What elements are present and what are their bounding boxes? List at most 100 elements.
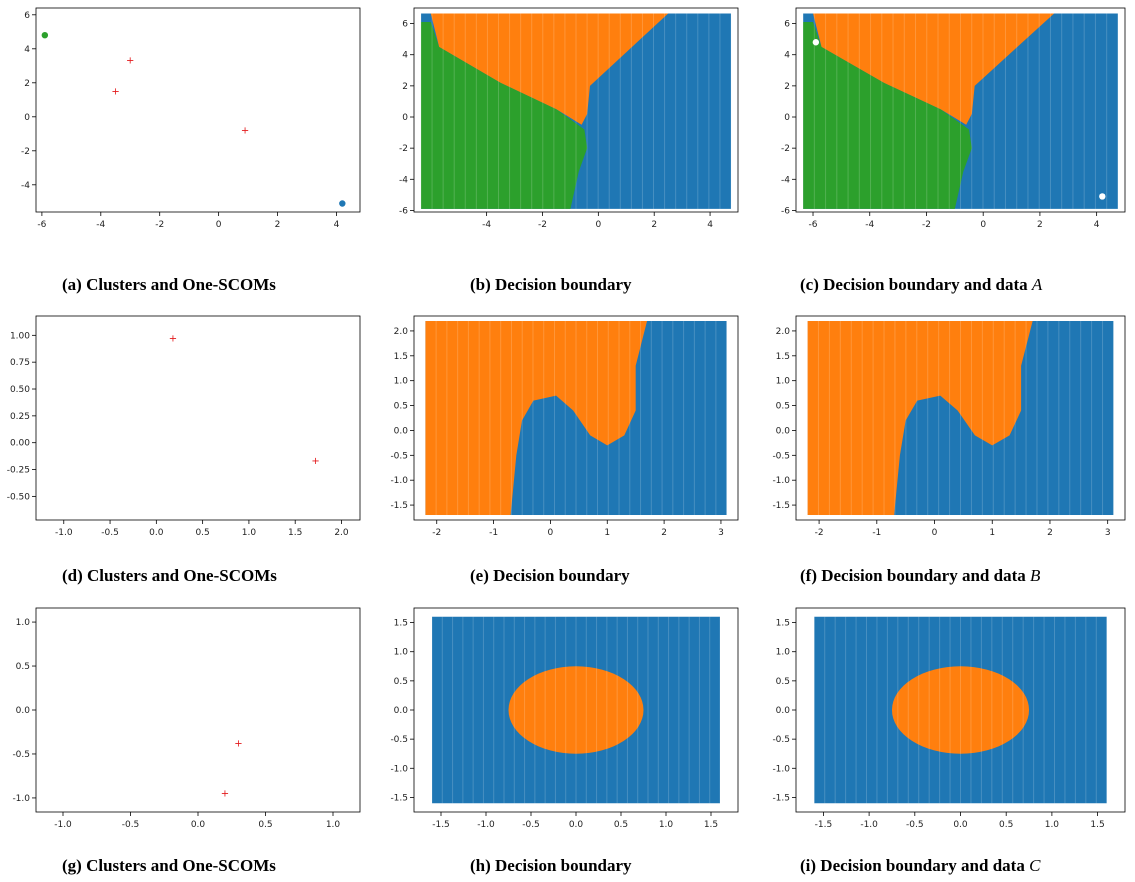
data-point-orange [0, 308, 3, 311]
data-point-green [0, 0, 3, 3]
data-point-orange [0, 0, 3, 3]
data-point-blue [760, 600, 763, 603]
data-point-blue [760, 308, 763, 311]
data-point-orange [760, 0, 763, 3]
data-point-orange [0, 600, 3, 603]
data-point-green [760, 0, 763, 3]
data-point-green [0, 0, 3, 3]
data-point-orange [760, 600, 763, 603]
data-point-orange [760, 600, 763, 603]
data-point-blue [0, 0, 3, 3]
data-point-orange [0, 0, 3, 3]
data-point-blue [760, 600, 763, 603]
data-point-green [760, 0, 763, 3]
data-point-green [760, 0, 763, 3]
data-point-blue [0, 0, 3, 3]
data-point-orange [0, 0, 3, 3]
data-point-orange [0, 308, 3, 311]
data-point-orange [0, 0, 3, 3]
data-point-blue [0, 600, 3, 603]
data-point-orange [0, 0, 3, 3]
data-point-blue [0, 600, 3, 603]
data-point-orange [0, 0, 3, 3]
data-point-orange [760, 600, 763, 603]
data-point-orange [760, 308, 763, 311]
data-point-orange [0, 308, 3, 311]
data-point-blue [760, 600, 763, 603]
data-point-green [760, 0, 763, 3]
y-tick-label: -1.0 [772, 764, 790, 774]
data-point-orange [0, 308, 3, 311]
data-point-orange [0, 308, 3, 311]
data-point-blue [0, 600, 3, 603]
data-point-orange [760, 0, 763, 3]
data-point-orange [760, 0, 763, 3]
data-point-blue [0, 600, 3, 603]
data-point-green [0, 0, 3, 3]
data-point-green [760, 0, 763, 3]
data-point-orange [760, 600, 763, 603]
data-point-orange [760, 308, 763, 311]
data-point-green [0, 0, 3, 3]
data-point-blue [0, 308, 3, 311]
data-point-orange [0, 0, 3, 3]
data-point-blue [0, 600, 3, 603]
data-point-blue [760, 308, 763, 311]
data-point-green [0, 0, 3, 3]
data-point-orange [760, 600, 763, 603]
data-point-green [0, 0, 3, 3]
data-point-blue [0, 0, 3, 3]
data-point-green [760, 0, 763, 3]
data-point-orange [760, 308, 763, 311]
data-point-orange [0, 0, 3, 3]
data-point-orange [760, 308, 763, 311]
data-point-blue [760, 600, 763, 603]
data-point-orange [760, 308, 763, 311]
data-point-orange [0, 600, 3, 603]
data-point-blue [760, 0, 763, 3]
data-point-blue [760, 600, 763, 603]
data-point-orange [760, 0, 763, 3]
data-point-orange [0, 600, 3, 603]
data-point-orange [760, 600, 763, 603]
data-point-blue [0, 308, 3, 311]
data-point-blue [0, 0, 3, 3]
data-point-blue [760, 0, 763, 3]
data-point-blue [0, 600, 3, 603]
data-point-blue [760, 308, 763, 311]
data-point-orange [0, 308, 3, 311]
data-point-orange [0, 0, 3, 3]
data-point-orange [760, 308, 763, 311]
data-point-blue [0, 308, 3, 311]
data-point-orange [760, 0, 763, 3]
x-tick-label: -2 [815, 528, 824, 538]
data-point-orange [760, 0, 763, 3]
data-point-blue [0, 600, 3, 603]
data-point-green [760, 0, 763, 3]
data-point-blue [760, 308, 763, 311]
data-point-orange [760, 0, 763, 3]
data-point-blue [760, 308, 763, 311]
data-point-orange [0, 0, 3, 3]
y-tick-label: 2.0 [394, 327, 409, 337]
data-point-blue [0, 600, 3, 603]
data-point-green [760, 0, 763, 3]
data-point-green [760, 0, 763, 3]
data-point-orange [0, 600, 3, 603]
data-point-blue [760, 308, 763, 311]
data-point-blue [0, 0, 3, 3]
data-point-blue [760, 600, 763, 603]
data-point-orange [0, 600, 3, 603]
data-point-orange [0, 308, 3, 311]
data-point-blue [760, 0, 763, 3]
data-point-blue [760, 308, 763, 311]
data-point-blue [0, 308, 3, 311]
data-point-orange [760, 600, 763, 603]
data-point-blue [760, 0, 763, 3]
data-point-green [0, 0, 3, 3]
data-point-blue [760, 0, 763, 3]
data-point-blue [0, 308, 3, 311]
data-point-orange [760, 600, 763, 603]
data-point-orange [760, 600, 763, 603]
